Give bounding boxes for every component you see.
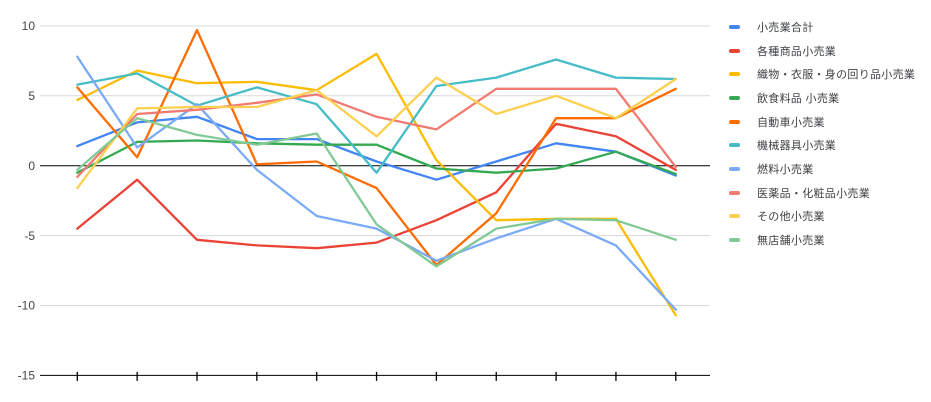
legend-swatch-icon [729,72,740,77]
legend-label: 無店舗小売業 [757,235,825,248]
series-line [76,117,677,268]
legend-swatch-icon [729,238,740,243]
legend-label: 医薬品・化粧品小売業 [757,187,870,200]
legend-label: 各種商品小売業 [757,45,837,58]
legend-swatch-icon [729,214,740,219]
legend-item: 自動車小売業 [729,110,915,134]
legend-label: 飲食料品 小売業 [757,92,840,105]
legend-label: 自動車小売業 [757,116,825,129]
chart-legend: 小売業合計各種商品小売業織物・衣服・身の回り品小売業 飲食料品 小売業 自動車小売業… [729,15,915,252]
legend-item: 各種商品小売業 [729,39,915,63]
y-axis-tick-label: -10 [18,299,36,313]
legend-item: その他小売業 [729,205,915,229]
legend-swatch-icon [729,24,740,29]
legend-swatch-icon [729,190,740,195]
legend-label: 織物・衣服・身の回り品小売業 [757,69,916,82]
legend-label: 燃料小売業 [757,163,814,176]
legend-label: その他小売業 [757,211,825,224]
series-line [76,55,677,311]
legend-swatch-icon [729,48,740,53]
legend-item: 小売業合計 [729,15,915,39]
legend-item: 燃料小売業 [729,157,915,181]
y-axis-tick-label: 10 [22,19,36,33]
y-axis-tick-label: -5 [24,229,35,243]
legend-swatch-icon [729,119,740,124]
legend-label: 小売業合計 [757,21,814,34]
series-line [76,139,677,176]
legend-item: 医薬品・化粧品小売業 [729,181,915,205]
series-line [76,122,677,250]
series-line [76,28,677,267]
legend-item: 飲食料品 小売業 [729,86,915,110]
y-axis-tick-label: -15 [18,369,36,383]
legend-item: 機械器具小売業 [729,133,915,157]
legend-item: 織物・衣服・身の回り品小売業 [729,62,915,86]
legend-swatch-icon [729,143,740,148]
y-axis-tick-label: 5 [28,89,35,103]
legend-item: 無店舗小売業 [729,228,915,252]
series-line [76,76,677,190]
series-line [76,87,677,179]
legend-swatch-icon [729,95,740,100]
y-axis-tick-label: 0 [28,159,35,173]
legend-label: 機械器具小売業 [757,140,837,153]
legend-swatch-icon [729,166,740,171]
series-line [76,58,677,174]
